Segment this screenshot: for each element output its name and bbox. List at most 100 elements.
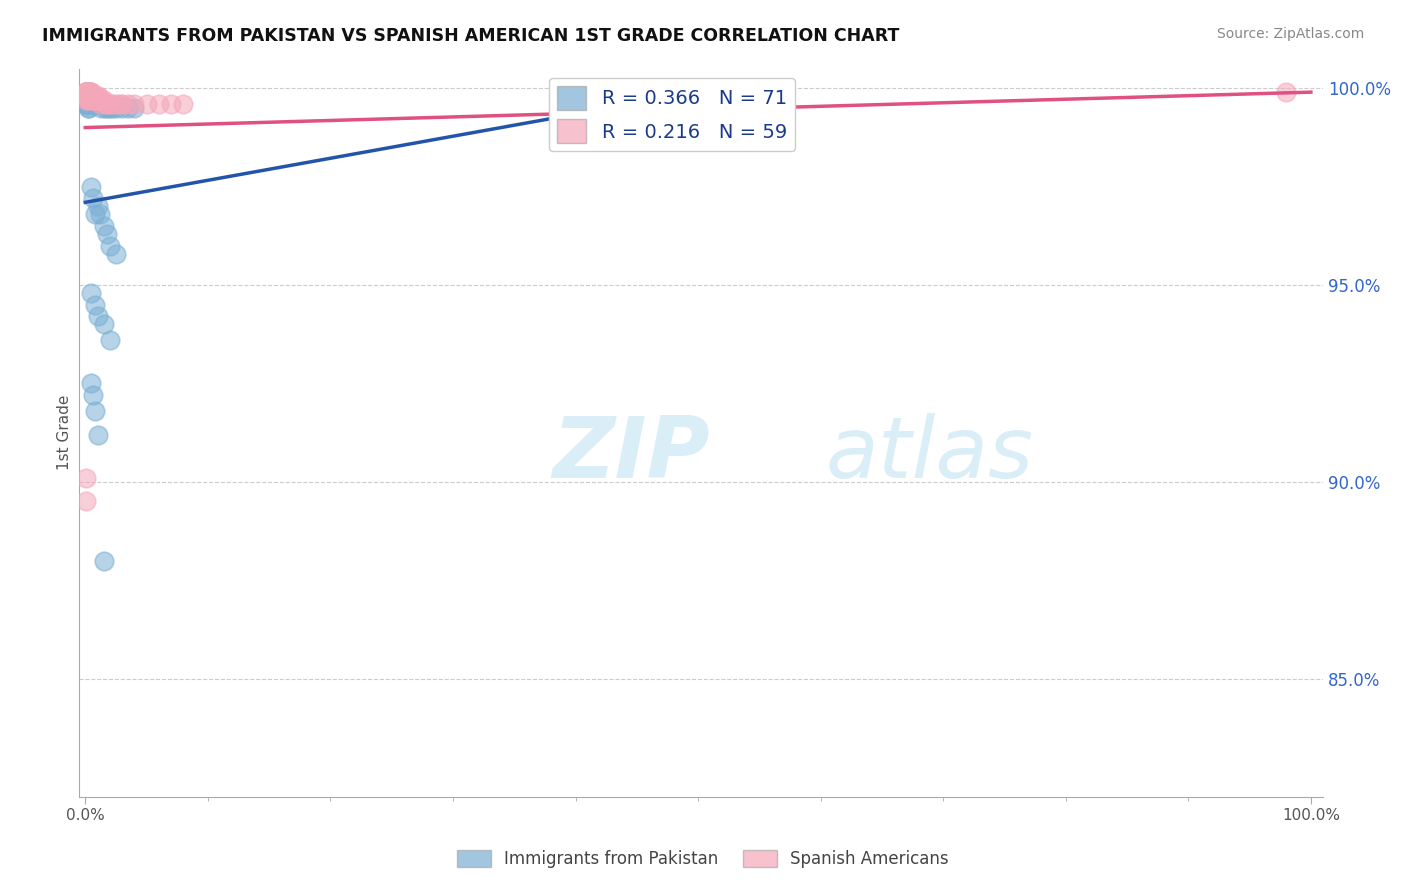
Point — [104, 246, 127, 260]
Point — [83, 89, 105, 103]
Point — [101, 101, 124, 115]
Point — [76, 85, 98, 99]
Point — [79, 85, 101, 99]
Point — [76, 101, 98, 115]
Point — [117, 97, 139, 112]
Point — [93, 97, 115, 112]
Text: atlas: atlas — [825, 413, 1033, 496]
Point — [104, 97, 127, 112]
Point — [86, 89, 108, 103]
Point — [77, 85, 100, 99]
Point — [76, 89, 98, 103]
Point — [104, 101, 127, 115]
Point — [98, 101, 121, 115]
Point — [172, 97, 194, 112]
Point — [76, 93, 98, 107]
Point — [76, 89, 98, 103]
Point — [76, 85, 98, 99]
Point — [98, 97, 121, 112]
Point — [84, 207, 107, 221]
Point — [77, 89, 100, 103]
Point — [83, 93, 105, 107]
Point — [86, 93, 108, 107]
Point — [80, 179, 103, 194]
Point — [76, 85, 98, 99]
Point — [84, 93, 107, 107]
Point — [76, 97, 98, 112]
Point — [87, 93, 110, 107]
Point — [82, 93, 104, 107]
Point — [76, 89, 98, 103]
Point — [80, 85, 103, 99]
Point — [76, 85, 98, 99]
Text: ZIP: ZIP — [551, 413, 710, 496]
Point — [77, 93, 100, 107]
Point — [96, 101, 118, 115]
Point — [79, 93, 101, 107]
Point — [76, 89, 98, 103]
Point — [76, 85, 98, 99]
Point — [108, 97, 131, 112]
Y-axis label: 1st Grade: 1st Grade — [58, 395, 72, 470]
Point — [83, 93, 105, 107]
Point — [80, 85, 103, 99]
Point — [80, 376, 103, 391]
Point — [1275, 85, 1298, 99]
Point — [76, 85, 98, 99]
Point — [76, 471, 98, 485]
Point — [76, 89, 98, 103]
Legend: R = 0.366   N = 71, R = 0.216   N = 59: R = 0.366 N = 71, R = 0.216 N = 59 — [550, 78, 794, 151]
Point — [93, 318, 115, 332]
Point — [80, 93, 103, 107]
Point — [89, 97, 111, 112]
Point — [86, 97, 108, 112]
Point — [77, 93, 100, 107]
Point — [76, 85, 98, 99]
Point — [90, 93, 112, 107]
Point — [76, 93, 98, 107]
Point — [84, 89, 107, 103]
Text: Source: ZipAtlas.com: Source: ZipAtlas.com — [1216, 27, 1364, 41]
Point — [80, 285, 103, 300]
Point — [76, 89, 98, 103]
Point — [86, 427, 108, 442]
Point — [89, 93, 111, 107]
Point — [77, 101, 100, 115]
Point — [76, 97, 98, 112]
Point — [111, 101, 134, 115]
Point — [79, 89, 101, 103]
Point — [84, 97, 107, 112]
Point — [98, 333, 121, 347]
Point — [80, 89, 103, 103]
Point — [76, 89, 98, 103]
Point — [160, 97, 183, 112]
Point — [76, 97, 98, 112]
Point — [76, 93, 98, 107]
Point — [77, 97, 100, 112]
Point — [76, 97, 98, 112]
Point — [89, 97, 111, 112]
Text: IMMIGRANTS FROM PAKISTAN VS SPANISH AMERICAN 1ST GRADE CORRELATION CHART: IMMIGRANTS FROM PAKISTAN VS SPANISH AMER… — [42, 27, 900, 45]
Point — [89, 207, 111, 221]
Point — [76, 89, 98, 103]
Point — [76, 85, 98, 99]
Point — [77, 85, 100, 99]
Point — [87, 97, 110, 112]
Point — [91, 93, 114, 107]
Point — [80, 97, 103, 112]
Point — [76, 89, 98, 103]
Point — [94, 101, 117, 115]
Point — [86, 93, 108, 107]
Point — [96, 97, 118, 112]
Point — [79, 89, 101, 103]
Point — [82, 388, 104, 402]
Point — [76, 89, 98, 103]
Point — [76, 93, 98, 107]
Point — [117, 101, 139, 115]
Point — [124, 101, 146, 115]
Point — [76, 89, 98, 103]
Point — [90, 101, 112, 115]
Point — [111, 97, 134, 112]
Point — [76, 89, 98, 103]
Point — [82, 191, 104, 205]
